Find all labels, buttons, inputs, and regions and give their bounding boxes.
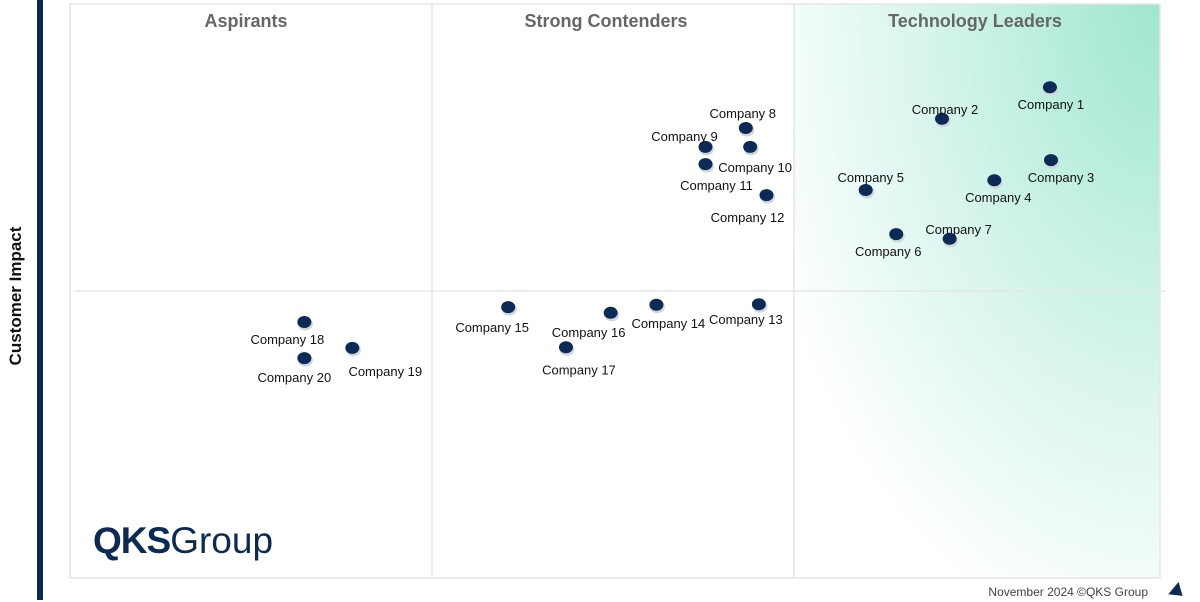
data-label: Company 15 <box>455 320 529 335</box>
data-point[interactable] <box>858 183 873 196</box>
data-label: Company 16 <box>552 325 626 340</box>
data-label: Company 9 <box>651 129 717 144</box>
data-point[interactable] <box>649 298 664 311</box>
data-point[interactable] <box>297 315 312 328</box>
data-label: Company 10 <box>718 160 792 175</box>
data-point[interactable] <box>738 121 753 134</box>
footer-copyright: November 2024 ©QKS Group <box>988 585 1148 599</box>
quadrant-title-strong-contenders: Strong Contenders <box>524 11 687 31</box>
qks-group-logo: QKSGroup <box>93 520 274 561</box>
data-label: Company 13 <box>709 312 783 327</box>
data-label: Company 6 <box>855 244 921 259</box>
data-label: Company 18 <box>250 332 324 347</box>
data-label: Company 2 <box>912 102 978 117</box>
quadrant-title-technology-leaders: Technology Leaders <box>888 11 1062 31</box>
data-point[interactable] <box>759 189 774 202</box>
data-label: Company 3 <box>1028 170 1094 185</box>
data-label: Company 19 <box>348 364 422 379</box>
data-label: Company 4 <box>965 190 1031 205</box>
data-label: Company 17 <box>542 362 616 377</box>
data-point[interactable] <box>698 140 713 153</box>
data-label: Company 12 <box>711 210 785 225</box>
data-point[interactable] <box>558 341 573 354</box>
data-point[interactable] <box>698 158 713 171</box>
data-label: Company 7 <box>925 222 991 237</box>
data-point[interactable] <box>603 306 618 319</box>
data-point[interactable] <box>889 228 904 241</box>
data-point[interactable] <box>987 174 1002 187</box>
data-point[interactable] <box>751 298 766 311</box>
data-point[interactable] <box>345 341 360 354</box>
quadrant-title-aspirants: Aspirants <box>204 11 287 31</box>
data-label: Company 5 <box>837 170 903 185</box>
data-point[interactable] <box>297 352 312 365</box>
data-label: Company 1 <box>1018 97 1084 112</box>
data-point[interactable] <box>1042 81 1057 94</box>
data-label: Company 11 <box>680 178 753 193</box>
data-label: Company 8 <box>710 106 776 121</box>
data-point[interactable] <box>942 232 957 245</box>
data-point[interactable] <box>935 112 949 125</box>
data-point[interactable] <box>743 140 758 153</box>
data-point[interactable] <box>501 301 516 314</box>
data-label: Company 14 <box>632 316 706 331</box>
data-label: Company 20 <box>257 370 331 385</box>
data-point[interactable] <box>1044 154 1058 167</box>
y-axis-bar <box>37 0 43 600</box>
